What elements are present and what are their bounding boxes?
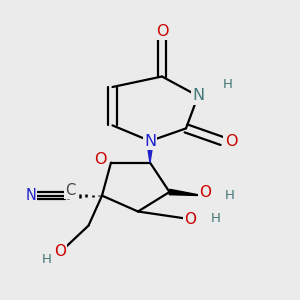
Text: O: O bbox=[225, 134, 237, 148]
Text: O: O bbox=[94, 152, 107, 166]
Polygon shape bbox=[147, 141, 153, 163]
Text: H: H bbox=[223, 77, 233, 91]
Text: N: N bbox=[25, 188, 36, 203]
Polygon shape bbox=[169, 189, 203, 196]
Text: C: C bbox=[65, 183, 75, 198]
Text: O: O bbox=[184, 212, 196, 226]
Text: O: O bbox=[156, 24, 168, 39]
Text: N: N bbox=[192, 88, 204, 104]
Text: H: H bbox=[42, 253, 51, 266]
Text: H: H bbox=[211, 212, 221, 226]
Text: H: H bbox=[225, 189, 234, 202]
Text: N: N bbox=[144, 134, 156, 148]
Text: O: O bbox=[54, 244, 66, 259]
Text: O: O bbox=[200, 185, 211, 200]
